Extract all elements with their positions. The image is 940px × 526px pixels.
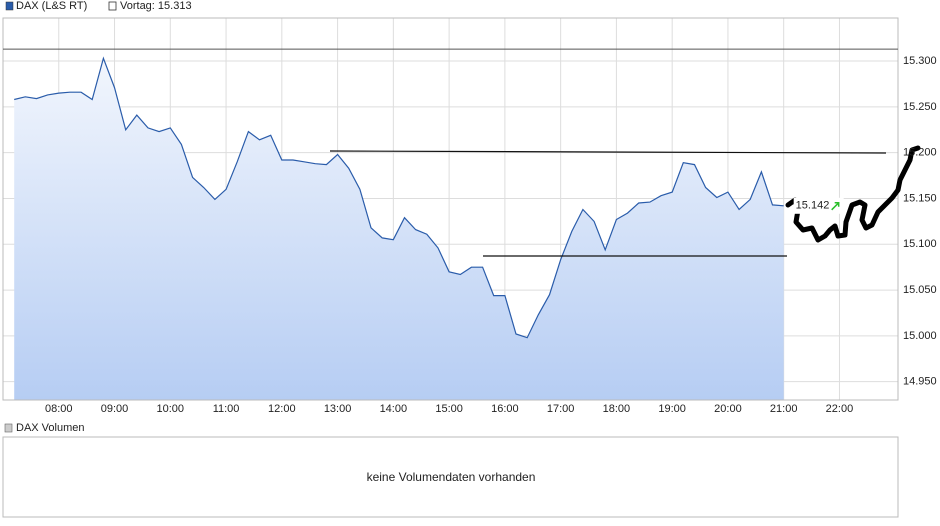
y-tick-label: 14.950: [903, 376, 937, 388]
legend-swatch: [4, 423, 13, 433]
x-tick-label: 12:00: [268, 403, 296, 415]
x-tick-label: 10:00: [157, 403, 185, 415]
legend-label: DAX (L&S RT): [16, 0, 87, 12]
y-tick-label: 15.300: [903, 55, 937, 67]
x-tick-label: 21:00: [770, 403, 798, 415]
plot: [3, 18, 898, 401]
x-tick-label: 16:00: [491, 403, 519, 415]
volume-legend-label: DAX Volumen: [16, 422, 84, 434]
y-tick-label: 15.050: [903, 284, 937, 296]
volume-panel: [2, 436, 899, 518]
x-tick-label: 15:00: [435, 403, 463, 415]
x-tick-label: 18:00: [603, 403, 631, 415]
y-tick-label: 15.200: [903, 147, 937, 159]
trend-arrow: [831, 202, 840, 211]
x-tick-label: 13:00: [324, 403, 352, 415]
legend-label: Vortag: 15.313: [120, 0, 192, 12]
y-tick-label: 15.150: [903, 192, 937, 204]
x-tick-label: 14:00: [380, 403, 408, 415]
x-tick-label: 19:00: [658, 403, 686, 415]
plot-frame: [2, 17, 899, 401]
last-value-label: 15.142: [796, 200, 830, 212]
drawn-trend-line: [329, 150, 887, 154]
x-tick-label: 22:00: [826, 403, 854, 415]
price-line: [14, 56, 784, 339]
hand-drawn-scribble: [785, 145, 921, 243]
legend-swatch: [108, 1, 117, 11]
y-tick-label: 15.000: [903, 330, 937, 342]
volume-message: keine Volumendaten vorhanden: [367, 470, 536, 484]
x-tick-label: 08:00: [45, 403, 73, 415]
last-value-box: [793, 197, 844, 214]
legend-swatch: [5, 1, 14, 11]
x-tick-label: 11:00: [213, 403, 240, 415]
x-tick-label: 17:00: [547, 403, 575, 415]
y-tick-label: 15.100: [903, 238, 937, 250]
x-tick-label: 09:00: [101, 403, 129, 415]
y-tick-label: 15.250: [903, 101, 937, 113]
x-tick-label: 20:00: [714, 403, 742, 415]
